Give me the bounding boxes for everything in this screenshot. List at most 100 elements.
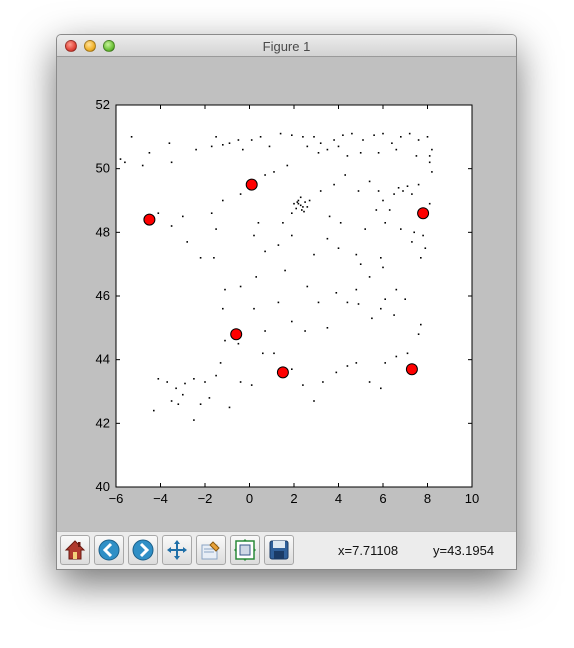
data-point xyxy=(302,136,304,138)
data-point xyxy=(213,257,215,259)
data-point xyxy=(431,171,433,173)
data-point xyxy=(224,288,226,291)
data-point xyxy=(337,247,340,249)
data-point xyxy=(204,381,206,383)
data-point xyxy=(306,145,309,148)
data-point xyxy=(259,136,262,138)
data-point xyxy=(308,199,311,202)
data-point xyxy=(395,288,398,291)
data-point xyxy=(400,136,402,138)
data-point xyxy=(215,228,217,230)
data-point xyxy=(428,161,431,164)
data-point xyxy=(337,145,340,148)
data-point xyxy=(166,381,168,383)
data-point xyxy=(284,269,286,272)
figure-window: Figure 1 −6 −4 −2 0 2 4 6 8 10 40 42 44 46 48 50 52 xyxy=(56,34,517,570)
data-point xyxy=(313,136,315,138)
data-point xyxy=(304,330,306,332)
title-bar[interactable]: Figure 1 xyxy=(57,35,516,57)
data-point xyxy=(175,387,177,390)
zoom-window-button[interactable] xyxy=(103,40,115,52)
data-point xyxy=(199,403,202,405)
x-tick-label: 0 xyxy=(246,491,253,506)
data-point xyxy=(355,288,358,291)
data-point xyxy=(239,285,242,288)
home-button[interactable] xyxy=(60,535,90,565)
data-point xyxy=(335,371,338,374)
back-button[interactable] xyxy=(94,535,124,565)
data-point xyxy=(359,152,362,154)
data-point xyxy=(299,196,302,199)
data-point xyxy=(124,161,126,164)
data-point xyxy=(391,142,393,144)
data-point xyxy=(264,174,266,176)
data-point xyxy=(295,207,297,210)
data-point xyxy=(257,222,260,224)
x-tick-label: 4 xyxy=(335,491,342,506)
save-button[interactable] xyxy=(264,535,294,565)
forward-icon xyxy=(132,539,154,561)
data-point xyxy=(335,292,338,294)
data-point xyxy=(186,241,188,243)
minimize-window-button[interactable] xyxy=(84,40,96,52)
data-point xyxy=(377,152,380,154)
x-tick-label: −2 xyxy=(198,491,213,506)
data-point xyxy=(219,362,222,364)
data-point xyxy=(402,190,404,192)
data-point xyxy=(222,199,224,202)
highlight-point xyxy=(417,207,430,220)
data-point xyxy=(299,204,302,207)
close-window-button[interactable] xyxy=(65,40,77,52)
data-point xyxy=(130,136,133,138)
x-tick-label: −6 xyxy=(109,491,124,506)
data-point xyxy=(346,301,349,304)
data-point xyxy=(306,206,309,208)
data-point xyxy=(319,190,322,192)
data-point xyxy=(344,174,346,176)
data-point xyxy=(222,144,224,146)
data-point xyxy=(420,257,422,259)
data-point xyxy=(368,180,371,183)
subplots-button[interactable] xyxy=(230,535,260,565)
save-icon xyxy=(269,540,289,560)
data-point xyxy=(199,257,202,259)
y-tick-label: 40 xyxy=(96,479,110,494)
data-point xyxy=(291,320,293,323)
x-coordinate-readout: x=7.71108 xyxy=(338,543,399,558)
data-point xyxy=(277,301,280,304)
data-point xyxy=(170,161,173,164)
data-point xyxy=(317,301,320,304)
data-point xyxy=(168,142,171,144)
data-point xyxy=(380,307,382,310)
data-point xyxy=(355,362,358,364)
data-point xyxy=(157,212,160,214)
zoom-rect-button[interactable] xyxy=(196,535,226,565)
data-point xyxy=(291,368,293,370)
data-point xyxy=(326,148,329,151)
data-point xyxy=(170,400,173,402)
data-point xyxy=(239,381,242,383)
data-point xyxy=(210,145,213,148)
highlight-point xyxy=(245,178,258,191)
data-point xyxy=(417,139,420,141)
data-point xyxy=(279,132,282,135)
pan-button[interactable] xyxy=(162,535,192,565)
data-point xyxy=(368,276,371,278)
y-tick-label: 48 xyxy=(96,224,110,239)
data-point xyxy=(277,244,280,246)
forward-button[interactable] xyxy=(128,535,158,565)
data-point xyxy=(282,222,284,224)
data-point xyxy=(303,210,305,213)
data-point xyxy=(397,187,400,189)
data-point xyxy=(253,307,255,310)
y-tick-label: 46 xyxy=(96,288,110,303)
data-point xyxy=(184,382,186,385)
data-point xyxy=(313,400,315,402)
data-point xyxy=(273,171,275,173)
data-point xyxy=(301,209,303,211)
data-point xyxy=(239,193,242,195)
plot-frame xyxy=(115,104,473,488)
data-point xyxy=(424,247,427,249)
highlight-point xyxy=(230,328,243,341)
